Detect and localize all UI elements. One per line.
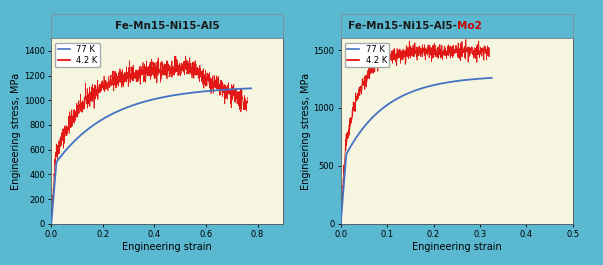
Legend: 77 K, 4.2 K: 77 K, 4.2 K bbox=[55, 43, 100, 67]
X-axis label: Engineering strain: Engineering strain bbox=[412, 242, 502, 252]
Text: Fe-Mn15-Ni15-Al5: Fe-Mn15-Ni15-Al5 bbox=[115, 21, 219, 31]
Text: Mo2: Mo2 bbox=[457, 21, 482, 31]
Legend: 77 K, 4.2 K: 77 K, 4.2 K bbox=[345, 43, 390, 67]
Y-axis label: Engineering stress, MPa: Engineering stress, MPa bbox=[301, 73, 311, 190]
X-axis label: Engineering strain: Engineering strain bbox=[122, 242, 212, 252]
Y-axis label: Engineering stress, MPa: Engineering stress, MPa bbox=[11, 73, 21, 190]
Bar bbox=[341, 14, 573, 38]
Text: Fe-Mn15-Ni15-Al5-: Fe-Mn15-Ni15-Al5- bbox=[348, 21, 457, 31]
Bar bbox=[51, 14, 283, 38]
